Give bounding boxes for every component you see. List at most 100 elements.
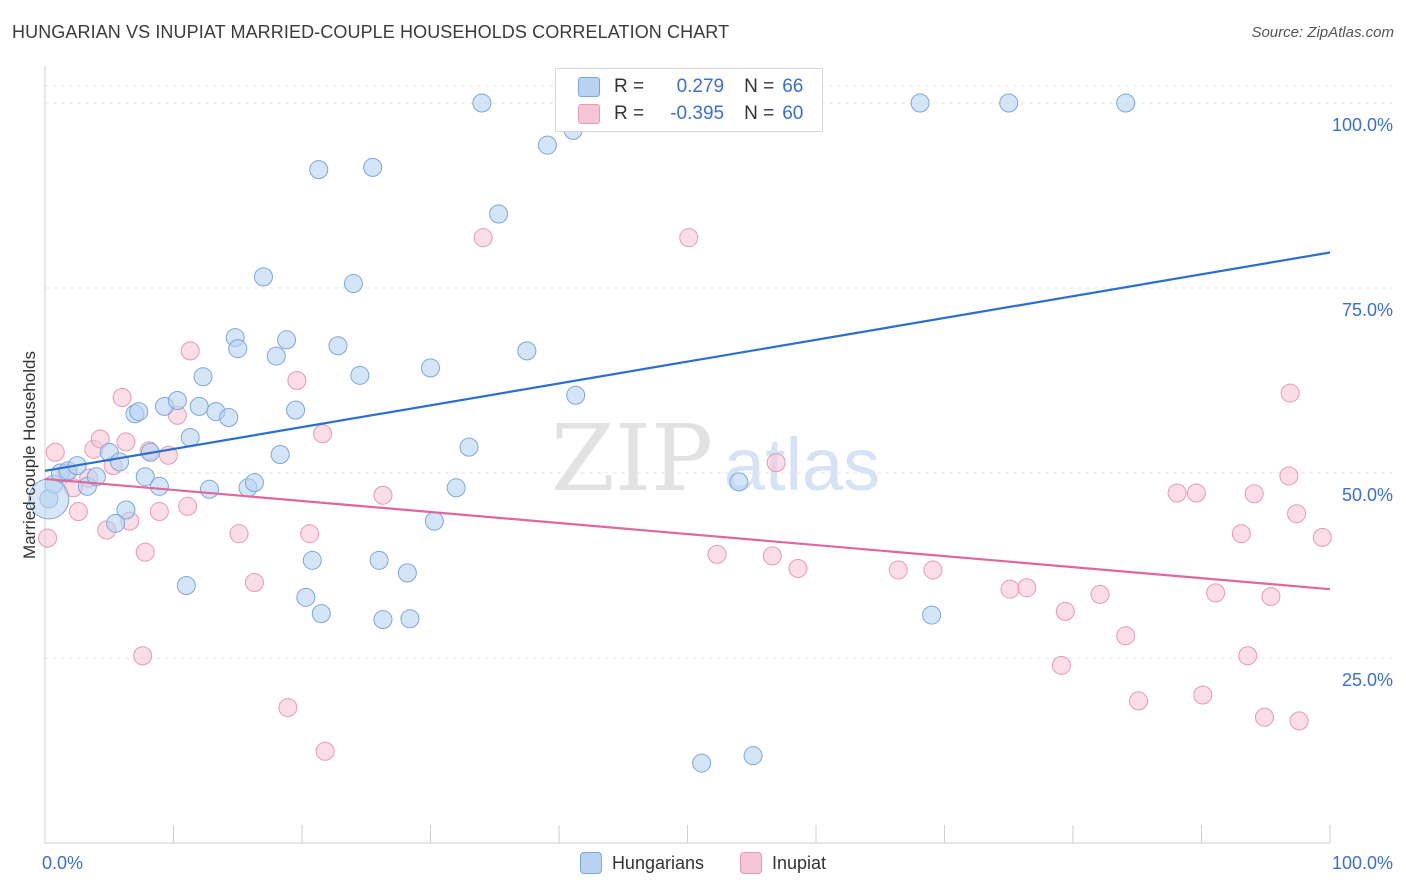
inupiat-point — [244, 573, 264, 593]
hungarian-points — [28, 93, 1136, 773]
inupiat-trend-line — [44, 477, 1331, 591]
legend-r-value: -0.395 — [670, 103, 725, 124]
legend-r-label: R = — [614, 103, 645, 124]
hungarian-point — [922, 605, 942, 625]
inupiat-point — [1186, 483, 1206, 503]
inupiat-point — [1244, 484, 1264, 504]
hungarian-point — [350, 365, 370, 385]
hungarian-point — [999, 93, 1019, 113]
y-axis-label: Married-couple Households — [20, 351, 39, 559]
hungarian-point — [537, 135, 557, 155]
hungarian-point — [363, 157, 383, 177]
inupiat-point — [90, 429, 110, 449]
inupiat-point — [1017, 578, 1037, 598]
hungarian-point — [266, 346, 286, 366]
inupiat-point — [315, 741, 335, 761]
hungarian-point — [309, 160, 329, 180]
inupiat-point — [1090, 584, 1110, 604]
inupiat-point — [1261, 587, 1281, 607]
hungarians-legend-swatch — [579, 852, 602, 874]
inupiat-point — [1238, 646, 1258, 666]
inupiat-point — [178, 496, 198, 516]
y-tick-label: 75.0% — [1342, 300, 1393, 320]
legend-row-inupiat: R = -0.395 N = 60 — [578, 100, 803, 128]
hungarians-trend-line — [44, 251, 1331, 472]
inupiat-point — [762, 546, 782, 566]
tick-labels: 25.0% 50.0% 75.0% 100.0% 0.0% 100.0% — [42, 115, 1393, 873]
inupiat-point — [1193, 685, 1213, 705]
watermark-zip: ZIP — [551, 405, 713, 512]
hungarian-point — [489, 204, 509, 224]
hungarian-point — [729, 472, 749, 492]
inupiat-point — [1206, 583, 1226, 603]
hungarian-point — [343, 274, 363, 294]
hungarian-point — [446, 478, 466, 498]
inupiat-point — [38, 528, 58, 548]
hungarian-point — [149, 476, 169, 496]
inupiat-point — [1231, 524, 1251, 544]
hungarian-point — [517, 341, 537, 361]
hungarian-point — [566, 385, 586, 405]
y-tick-label: 25.0% — [1342, 670, 1393, 690]
hungarian-point — [253, 267, 273, 287]
hungarian-point — [472, 93, 492, 113]
hungarian-point — [400, 609, 420, 629]
hungarian-point — [328, 336, 348, 356]
legend-item-hungarians[interactable]: Hungarians — [579, 852, 704, 874]
chart-source: Source: ZipAtlas.com — [1251, 24, 1394, 41]
x-tick-label-max: 100.0% — [1332, 853, 1393, 873]
inupiat-point — [112, 388, 132, 408]
inupiat-point — [766, 453, 786, 473]
hungarian-point — [270, 445, 290, 464]
hungarian-point — [373, 610, 393, 630]
inupiat-point — [300, 524, 320, 544]
hungarian-point — [302, 550, 322, 570]
legend-item-inupiat[interactable]: Inupiat — [740, 852, 826, 874]
hungarian-point — [219, 408, 239, 427]
hungarian-point — [228, 339, 248, 359]
inupiat-point — [313, 424, 333, 444]
inupiat-point — [888, 560, 908, 580]
inupiat-swatch — [578, 104, 600, 124]
hungarian-point — [286, 400, 306, 420]
inupiat-point — [1254, 707, 1274, 727]
inupiat-point — [1280, 383, 1300, 403]
hungarian-point — [106, 513, 126, 533]
inupiat-point — [373, 485, 393, 505]
hungarian-point — [1116, 93, 1136, 113]
inupiat-point — [45, 442, 65, 462]
hungarian-point — [311, 604, 331, 624]
hungarian-point — [135, 467, 155, 487]
watermark-atlas: atlas — [724, 423, 880, 506]
hungarian-point — [459, 437, 479, 457]
legend-row-hungarians: R = 0.279 N = 66 — [578, 73, 803, 101]
hungarian-point — [176, 575, 196, 595]
hungarian-point — [189, 396, 209, 416]
inupiat-point — [1279, 466, 1299, 486]
hungarian-point — [369, 550, 389, 570]
inupiat-legend-label: Inupiat — [772, 852, 827, 873]
legend-r-value: 0.279 — [676, 76, 725, 97]
inupiat-point — [1051, 655, 1071, 675]
x-tick-label-min: 0.0% — [42, 853, 83, 873]
inupiat-point — [788, 558, 808, 578]
inupiat-point — [68, 501, 88, 521]
stats-legend: R = 0.279 N = 66 R = -0.395 N = 60 — [555, 68, 823, 132]
hungarian-point — [116, 500, 136, 520]
hungarian-point — [86, 467, 106, 487]
inupiat-point — [1167, 483, 1187, 503]
inupiat-point — [679, 228, 699, 248]
hungarian-point — [421, 358, 440, 378]
y-tick-label: 100.0% — [1332, 115, 1393, 135]
legend-n-label: N = — [744, 76, 775, 97]
hungarian-point — [692, 753, 712, 773]
inupiat-point — [229, 524, 249, 544]
hungarian-point — [193, 367, 213, 387]
series-legend: Hungarians Inupiat — [0, 852, 1406, 874]
legend-n-value: 60 — [782, 103, 804, 124]
inupiat-point — [923, 560, 943, 580]
inupiat-point — [278, 698, 298, 718]
inupiat-point — [1312, 527, 1332, 547]
inupiat-point — [707, 544, 727, 564]
